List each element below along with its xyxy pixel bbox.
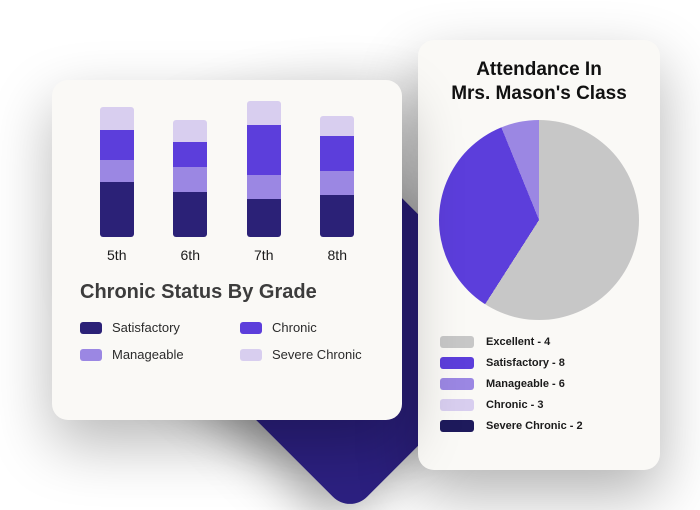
bar-segment-manageable xyxy=(173,167,207,192)
bar-column: 8th xyxy=(309,116,365,263)
pie-chart-legend: Excellent - 4 Satisfactory - 8 Manageable … xyxy=(434,336,644,432)
pie-graphic xyxy=(439,120,639,320)
legend-label: Chronic - 3 xyxy=(486,399,543,411)
bar-segment-satisfactory xyxy=(100,182,134,237)
bar-segment-chronic xyxy=(247,125,281,175)
legend-item-satisfactory: Satisfactory xyxy=(80,320,214,335)
bar-label: 8th xyxy=(328,247,347,263)
bar-segment-severe_chronic xyxy=(173,120,207,142)
legend-swatch xyxy=(440,378,474,390)
card-chronic-status: 5th 6th 7th 8th Chronic Status By Grade Sat… xyxy=(52,80,402,420)
bar-segment-manageable xyxy=(320,171,354,195)
bar xyxy=(247,101,281,237)
pie-chart xyxy=(439,120,639,320)
legend-item-chronic: Chronic xyxy=(240,320,374,335)
bar-segment-chronic xyxy=(320,136,354,171)
legend-swatch xyxy=(80,349,102,361)
legend-swatch xyxy=(440,336,474,348)
bar-label: 7th xyxy=(254,247,273,263)
bar-segment-severe_chronic xyxy=(247,101,281,125)
bar-chart-title: Chronic Status By Grade xyxy=(80,281,374,304)
bar-column: 5th xyxy=(89,107,145,263)
legend-label: Manageable - 6 xyxy=(486,378,565,390)
legend-swatch xyxy=(240,322,262,334)
bar-chart: 5th 6th 7th 8th xyxy=(80,108,374,263)
bar-column: 7th xyxy=(236,101,292,263)
legend-label: Satisfactory xyxy=(112,320,180,335)
legend-swatch xyxy=(440,420,474,432)
bar-segment-manageable xyxy=(247,175,281,199)
legend-swatch xyxy=(240,349,262,361)
legend-swatch xyxy=(440,357,474,369)
legend-item-excellent: Excellent - 4 xyxy=(440,336,638,348)
legend-label: Severe Chronic - 2 xyxy=(486,420,583,432)
bar-label: 6th xyxy=(181,247,200,263)
pie-chart-title: Attendance In Mrs. Mason's Class xyxy=(434,58,644,106)
legend-item-manageable: Manageable - 6 xyxy=(440,378,638,390)
bar-segment-chronic xyxy=(173,142,207,167)
legend-item-satisfactory: Satisfactory - 8 xyxy=(440,357,638,369)
stage: 5th 6th 7th 8th Chronic Status By Grade Sat… xyxy=(0,0,700,510)
bar xyxy=(320,116,354,237)
legend-label: Severe Chronic xyxy=(272,347,362,362)
bar-segment-chronic xyxy=(100,130,134,160)
legend-label: Manageable xyxy=(112,347,184,362)
bar-segment-severe_chronic xyxy=(320,116,354,136)
legend-label: Satisfactory - 8 xyxy=(486,357,565,369)
bar-segment-severe_chronic xyxy=(100,107,134,130)
legend-swatch xyxy=(80,322,102,334)
bar-label: 5th xyxy=(107,247,126,263)
legend-label: Excellent - 4 xyxy=(486,336,550,348)
card-attendance: Attendance In Mrs. Mason's Class Excelle… xyxy=(418,40,660,470)
bar xyxy=(100,107,134,237)
bar-segment-satisfactory xyxy=(247,199,281,237)
bar-column: 6th xyxy=(162,120,218,263)
legend-item-manageable: Manageable xyxy=(80,347,214,362)
bar xyxy=(173,120,207,237)
bar-chart-legend: Satisfactory Chronic Manageable Severe Chro… xyxy=(80,320,374,362)
bar-segment-satisfactory xyxy=(320,195,354,237)
bar-segment-manageable xyxy=(100,160,134,182)
legend-label: Chronic xyxy=(272,320,317,335)
legend-item-severe_chronic: Severe Chronic - 2 xyxy=(440,420,638,432)
legend-item-chronic: Chronic - 3 xyxy=(440,399,638,411)
legend-item-severe_chronic: Severe Chronic xyxy=(240,347,374,362)
bar-segment-satisfactory xyxy=(173,192,207,237)
legend-swatch xyxy=(440,399,474,411)
